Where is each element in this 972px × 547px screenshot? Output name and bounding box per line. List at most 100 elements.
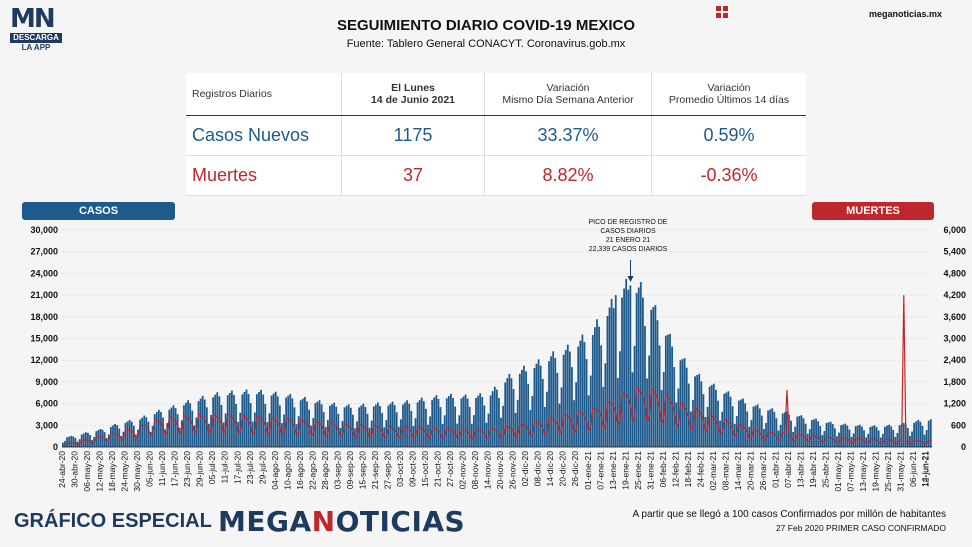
cases-bar [258,391,260,447]
cases-bar [817,421,820,447]
peak-annotation: PICO DE REGISTRO DE CASOS DIARIOS 21 ENE… [588,219,668,253]
cases-bar [435,395,438,447]
cases-bar [923,434,926,447]
y-right-tick-label: 3,000 [943,334,966,344]
x-tick-label: 24-abr-20 [57,451,67,488]
cases-bar [452,397,454,447]
cases-bar [418,400,421,447]
cases-bar [118,428,121,447]
cases-bar [168,409,171,447]
stats-table: Registros Diarios El Lunes 14 de Junio 20… [186,73,806,196]
cases-bar [97,430,100,447]
cases-bar [151,426,154,447]
cases-bar [825,422,828,447]
cases-bar [431,399,434,447]
cases-bar [441,423,444,447]
cases-bar [698,373,701,447]
cases-bar [669,333,671,447]
cases-bar [216,392,219,447]
cases-bar [153,414,156,447]
cases-bar [729,396,732,447]
x-tick-label: 29-jul-20 [257,451,267,484]
x-tick-label: 25-ene-21 [633,451,643,490]
cases-bar [447,396,450,447]
x-tick-label: 15-oct-20 [420,451,430,487]
cases-bar [95,431,98,447]
x-tick-label: 09-sep-20 [345,451,355,490]
cases-bar [201,395,204,447]
cases-bar [391,401,394,447]
site-url: meganoticias.mx [868,9,942,19]
cases-bar [143,415,146,447]
cases-bar [203,399,206,447]
cases-bar [858,424,861,447]
y-right-tick-label: 0 [961,442,966,452]
y-left-tick-label: 21,000 [30,290,58,300]
cases-bar [637,287,640,447]
x-tick-label: 14-nov-20 [483,451,493,490]
x-tick-label: 01-may-21 [833,451,843,492]
cases-bar [566,344,569,447]
x-tick-label-end: 14-jun-21 [920,451,930,487]
cases-bar [379,406,381,447]
cases-bar [585,359,588,447]
cases-bar [128,419,131,447]
cases-bar [112,425,114,447]
cases-bar [193,425,196,447]
cases-bar [781,413,784,447]
x-tick-label: 13-abr-21 [796,451,806,488]
cases-bar [377,402,379,447]
x-tick-label: 25-abr-21 [821,451,831,488]
cases-bar [331,404,333,447]
x-tick-label: 12-feb-21 [670,451,680,488]
legend-cases: CASOS [22,202,175,220]
cases-bar [147,421,150,447]
x-tick-label: 07-ene-21 [595,451,605,490]
cases-bar [518,373,521,447]
cases-bar [466,398,469,447]
cases-bar [185,402,187,447]
cases-bar [520,369,523,447]
x-tick-label: 01-abr-21 [771,451,781,488]
cases-bar [612,308,615,447]
cases-bar [773,411,776,447]
cases-bar [610,298,613,447]
stats-value: 1175 [341,115,485,156]
y-right-tick-label: 1,800 [943,377,966,387]
x-tick-label: 11-jun-20 [157,451,167,487]
cases-bar [798,415,801,447]
cases-bar [836,436,838,447]
cases-bar [568,351,571,447]
cases-bar [771,408,774,447]
x-tick-label: 12-may-20 [95,451,105,492]
grid-icon[interactable] [716,6,728,18]
cases-bar [130,421,133,447]
x-tick-label: 25-may-21 [883,451,893,492]
cases-bar [846,425,849,447]
stats-week-variation: 33.37% [484,115,652,156]
cases-bar [671,346,673,447]
x-tick-label: 21-sep-20 [370,451,380,490]
cases-bar [683,358,686,447]
cases-bar [746,411,749,447]
stats-14day-variation: 0.59% [651,115,806,156]
covid-chart: 0 3,000 6,000 9,000 12,000 15,000 18,000 21,000… [30,225,966,492]
cases-bar [226,395,229,447]
cases-bar [575,382,578,447]
x-tick-label: 10-ago-20 [282,451,292,490]
cases-bar [662,371,665,447]
peak-arrow-head [627,276,634,282]
cases-bar [852,433,855,447]
cases-bar [554,358,557,447]
cases-bar [504,382,507,447]
cases-bar [162,417,164,447]
cases-bar [767,410,769,447]
x-tick-label: 08-mar-21 [720,451,730,490]
cases-bar [794,426,797,447]
x-tick-label: 13-may-21 [858,451,868,492]
cases-bar [731,406,734,447]
cases-bar [700,381,703,447]
cases-bar [439,407,442,447]
x-tick-label: 28-ago-20 [320,451,330,490]
cases-bar [652,306,655,447]
